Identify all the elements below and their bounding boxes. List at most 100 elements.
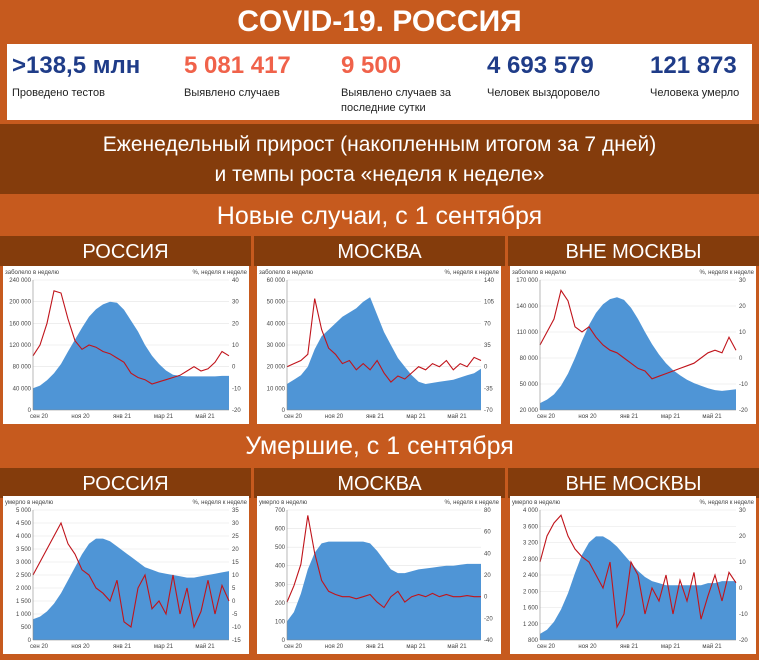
- section-title-cases: Новые случаи, с 1 сентября: [0, 196, 759, 236]
- right-axis-label: %, неделя к неделе: [444, 500, 499, 506]
- stat-value: 4 693 579: [487, 52, 594, 79]
- chart-deaths-moscow: умерло в неделю%, неделя к неделе 700 600 5…: [257, 496, 501, 654]
- left-axis-label: заболело в неделю: [259, 270, 313, 276]
- left-tick-label: 0: [282, 408, 286, 414]
- stat-daily-cases: 9 500 Выявлено случаев за последние сутк…: [341, 44, 461, 116]
- right-tick-label: 0: [484, 595, 488, 601]
- right-tick-label: 70: [484, 321, 491, 327]
- left-tick-label: 2 800: [523, 557, 539, 563]
- right-tick-label: -70: [484, 408, 493, 414]
- left-tick-label: 140 000: [516, 304, 538, 310]
- right-tick-label: -10: [739, 612, 748, 618]
- right-tick-label: 40: [484, 551, 491, 557]
- right-tick-label: 20: [232, 547, 239, 553]
- panel-title: МОСКВА: [254, 468, 505, 498]
- x-tick-label: май 21: [702, 643, 722, 650]
- right-tick-label: -10: [232, 625, 241, 631]
- right-axis-label: %, неделя к неделе: [699, 270, 754, 276]
- right-tick-label: -5: [232, 612, 238, 618]
- right-tick-label: -10: [232, 386, 241, 392]
- x-tick-label: сен 20: [537, 414, 556, 420]
- left-tick-label: 40 000: [13, 386, 32, 392]
- x-tick-label: мар 21: [406, 644, 426, 650]
- right-tick-label: 80: [484, 508, 491, 514]
- right-tick-label: 10: [739, 560, 746, 566]
- x-tick-label: сен 20: [284, 414, 303, 420]
- right-tick-label: 30: [739, 508, 746, 514]
- right-tick-label: 60: [484, 530, 491, 536]
- x-tick-label: янв 21: [620, 414, 639, 420]
- right-tick-label: 140: [484, 278, 495, 284]
- right-tick-label: 40: [232, 278, 239, 284]
- left-tick-label: 20 000: [267, 365, 286, 371]
- panel-title: РОССИЯ: [0, 236, 251, 266]
- growth-rate-line: [286, 298, 482, 383]
- right-tick-label: 0: [739, 586, 743, 592]
- right-tick-label: 10: [739, 330, 746, 336]
- left-tick-label: 2 000: [523, 589, 539, 595]
- x-tick-label: мар 21: [154, 644, 174, 650]
- left-tick-label: 3 000: [16, 560, 32, 566]
- left-tick-label: 1 200: [523, 622, 539, 628]
- right-tick-label: 10: [232, 343, 239, 349]
- growth-rate-line: [286, 515, 481, 609]
- weekly-area-series: [540, 297, 736, 410]
- right-tick-label: 105: [484, 300, 495, 306]
- left-tick-label: 120 000: [9, 343, 31, 349]
- left-tick-label: 10 000: [267, 386, 286, 392]
- right-tick-label: -20: [739, 638, 748, 644]
- left-tick-label: 2 000: [16, 586, 32, 592]
- stat-value: 121 873: [650, 52, 737, 79]
- left-tick-label: 3 500: [16, 547, 32, 553]
- chart-cases-moscow: заболело в неделю %, неделя к неделе 60 00…: [257, 266, 501, 424]
- section-title-deaths: Умершие, с 1 сентября: [0, 426, 759, 466]
- left-tick-label: 4 000: [523, 508, 539, 514]
- x-tick-label: ноя 20: [325, 644, 344, 650]
- right-tick-label: -35: [484, 386, 493, 392]
- left-tick-label: 0: [28, 408, 32, 414]
- weekly-area-series: [287, 297, 481, 410]
- left-tick-label: 800: [528, 638, 539, 644]
- x-tick-label: янв 21: [620, 644, 639, 650]
- x-tick-label: мар 21: [661, 644, 681, 650]
- left-tick-label: 3 600: [523, 524, 539, 530]
- right-tick-label: -15: [232, 638, 241, 644]
- left-tick-label: 50 000: [267, 300, 286, 306]
- left-tick-label: 50 000: [520, 382, 539, 388]
- right-tick-label: -20: [739, 408, 748, 414]
- stat-tests: >138,5 млн Проведено тестов: [12, 44, 140, 101]
- right-tick-label: 5: [232, 586, 236, 592]
- left-tick-label: 300: [275, 582, 286, 588]
- weekly-area-series: [287, 541, 481, 640]
- x-tick-label: ноя 20: [71, 414, 90, 420]
- left-tick-label: 2 500: [16, 573, 32, 579]
- x-tick-label: май 21: [195, 643, 215, 650]
- right-tick-label: 35: [484, 343, 491, 349]
- left-tick-label: 500: [21, 625, 32, 631]
- stat-value: 5 081 417: [184, 52, 291, 79]
- left-tick-label: 500: [275, 545, 286, 551]
- subtitle: Еженедельный прирост (накопленным итогом…: [0, 124, 759, 194]
- x-tick-label: янв 21: [113, 414, 132, 420]
- stat-label: Выявлено случаев: [184, 87, 280, 99]
- stat-recovered: 4 693 579 Человек выздоровело: [487, 44, 600, 101]
- stat-label: Выявлено случаев за последние сутки: [341, 87, 452, 114]
- weekly-area-series: [540, 536, 736, 640]
- growth-rate-line: [539, 289, 737, 380]
- weekly-area-series: [33, 538, 229, 640]
- right-axis-label: %, неделя к неделе: [699, 500, 754, 506]
- right-axis-label: %, неделя к неделе: [444, 270, 499, 276]
- x-tick-label: мар 21: [661, 414, 681, 420]
- right-tick-label: 30: [232, 521, 239, 527]
- stat-value: 9 500: [341, 52, 402, 79]
- x-tick-label: янв 21: [366, 644, 385, 650]
- left-tick-label: 80 000: [520, 356, 539, 362]
- x-tick-label: май 21: [447, 643, 467, 650]
- weekly-area-series: [33, 301, 229, 410]
- x-tick-label: янв 21: [113, 644, 132, 650]
- x-tick-label: май 21: [447, 413, 467, 420]
- left-tick-label: 700: [275, 508, 286, 514]
- left-axis-label: заболело в неделю: [5, 270, 59, 276]
- left-tick-label: 400: [275, 564, 286, 570]
- right-tick-label: 20: [484, 573, 491, 579]
